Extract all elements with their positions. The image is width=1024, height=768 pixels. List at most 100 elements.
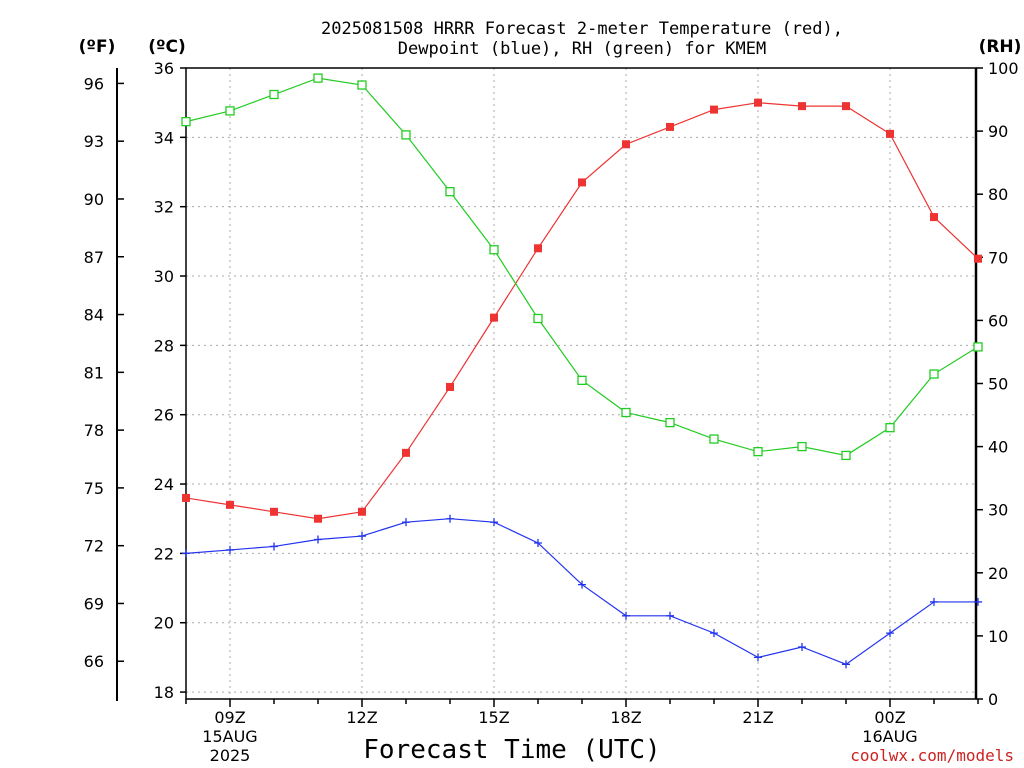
temperature-point — [534, 244, 542, 253]
x-tick-year: 2025 — [210, 746, 251, 765]
rh-tick-label: 80 — [988, 185, 1008, 204]
dewpoint-point — [314, 535, 322, 544]
data-series — [181, 73, 983, 669]
celsius-tick-label: 20 — [154, 614, 174, 633]
chart-title-line1: 2025081508 HRRR Forecast 2-meter Tempera… — [321, 19, 843, 39]
x-tick-date: 15AUG — [202, 727, 257, 746]
dewpoint-point — [402, 518, 410, 527]
fahrenheit-tick-label: 90 — [84, 190, 104, 209]
celsius-tick-label: 32 — [154, 198, 174, 217]
rh-point — [885, 423, 895, 433]
celsius-tick-label: 22 — [154, 544, 174, 563]
dewpoint-point — [226, 545, 234, 554]
x-axis-label: Forecast Time (UTC) — [363, 735, 660, 765]
rh-point — [489, 245, 499, 255]
x-tick-label: 21Z — [742, 708, 773, 727]
temperature-point — [314, 514, 322, 523]
fahrenheit-tick-label: 66 — [84, 652, 104, 671]
temperature-point — [798, 102, 806, 111]
dewpoint-point — [886, 629, 894, 638]
rh-point — [665, 417, 675, 428]
rh-tick-label: 100 — [988, 59, 1019, 78]
temperature-point — [886, 129, 894, 138]
rh-point — [313, 73, 323, 83]
rh-point — [753, 446, 763, 457]
celsius-tick-label: 26 — [154, 406, 174, 425]
dewpoint-point — [710, 629, 718, 638]
fahrenheit-tick-label: 69 — [84, 594, 104, 613]
dewpoint-point — [974, 597, 982, 606]
rh-tick-label: 60 — [988, 311, 1008, 330]
chart-title-line2: Dewpoint (blue), RH (green) for KMEM — [398, 39, 766, 59]
temperature-point — [710, 105, 718, 114]
rh-point — [225, 106, 235, 116]
fahrenheit-tick-label: 84 — [84, 306, 104, 325]
dewpoint-point — [578, 580, 586, 589]
rh-point — [445, 187, 455, 197]
celsius-tick-label: 28 — [154, 336, 174, 355]
rh-point — [797, 441, 807, 452]
rh-tick-label: 10 — [988, 627, 1008, 646]
rh-tick-label: 30 — [988, 501, 1008, 520]
dewpoint-point — [534, 538, 542, 547]
rh-tick-label: 50 — [988, 375, 1008, 394]
dewpoint-line — [185, 518, 978, 666]
temperature-point — [622, 140, 630, 149]
rh-tick-label: 20 — [988, 564, 1008, 583]
celsius-tick-label: 34 — [154, 128, 174, 147]
rh-point — [709, 434, 719, 444]
temperature-point — [842, 102, 850, 111]
x-tick-label: 09Z — [214, 708, 245, 727]
celsius-unit-label: (ºC) — [148, 37, 186, 57]
celsius-tick-label: 36 — [154, 59, 174, 78]
rh-point — [841, 450, 851, 461]
fahrenheit-tick-label: 96 — [84, 74, 104, 93]
dewpoint-point — [622, 611, 630, 620]
fahrenheit-unit-label: (ºF) — [79, 37, 116, 57]
dewpoint-point — [666, 611, 674, 620]
fahrenheit-tick-label: 72 — [84, 537, 104, 556]
rh-point — [577, 375, 587, 385]
fahrenheit-tick-label: 87 — [84, 248, 104, 267]
celsius-tick-label: 24 — [154, 475, 174, 494]
celsius-tick-label: 18 — [154, 683, 174, 702]
temperature-point — [490, 313, 498, 322]
x-tick-label: 15Z — [478, 708, 509, 727]
axes: 18 20 22 24 26 28 30 32 34 36 66 69 72 75 78 81 84 87 90 93… — [84, 59, 1019, 765]
rh-point — [181, 116, 191, 127]
rh-point — [357, 80, 367, 90]
rh-point — [533, 313, 543, 324]
rh-tick-label: 90 — [988, 122, 1008, 141]
rh-tick-label: 0 — [988, 690, 998, 709]
dewpoint-point — [182, 549, 190, 558]
fahrenheit-tick-label: 81 — [84, 363, 104, 382]
rh-unit-label: (RH) — [979, 37, 1022, 57]
rh-point — [929, 369, 939, 379]
dewpoint-point — [446, 514, 454, 523]
rh-point — [973, 342, 983, 352]
temperature-point — [930, 213, 938, 222]
rh-tick-label: 70 — [988, 248, 1008, 267]
rh-point — [401, 130, 411, 140]
fahrenheit-tick-label: 78 — [84, 421, 104, 440]
credit-text: coolwx.com/models — [850, 746, 1014, 765]
fahrenheit-tick-label: 75 — [84, 479, 104, 498]
temperature-point — [974, 254, 982, 263]
dewpoint-point — [754, 653, 762, 662]
temperature-point — [754, 98, 762, 107]
temperature-point — [226, 500, 234, 509]
x-tick-label: 18Z — [610, 708, 641, 727]
dewpoint-point — [358, 532, 366, 541]
x-tick-date: 16AUG — [862, 727, 917, 746]
temperature-point — [358, 507, 366, 516]
celsius-tick-label: 30 — [154, 267, 174, 286]
dewpoint-point — [490, 518, 498, 527]
rh-point — [269, 89, 279, 100]
temperature-line — [185, 102, 979, 520]
dewpoint-point — [930, 597, 938, 606]
rh-line — [185, 77, 979, 457]
dewpoint-point — [798, 642, 806, 651]
temperature-point — [402, 448, 410, 457]
x-tick-label: 00Z — [874, 708, 905, 727]
